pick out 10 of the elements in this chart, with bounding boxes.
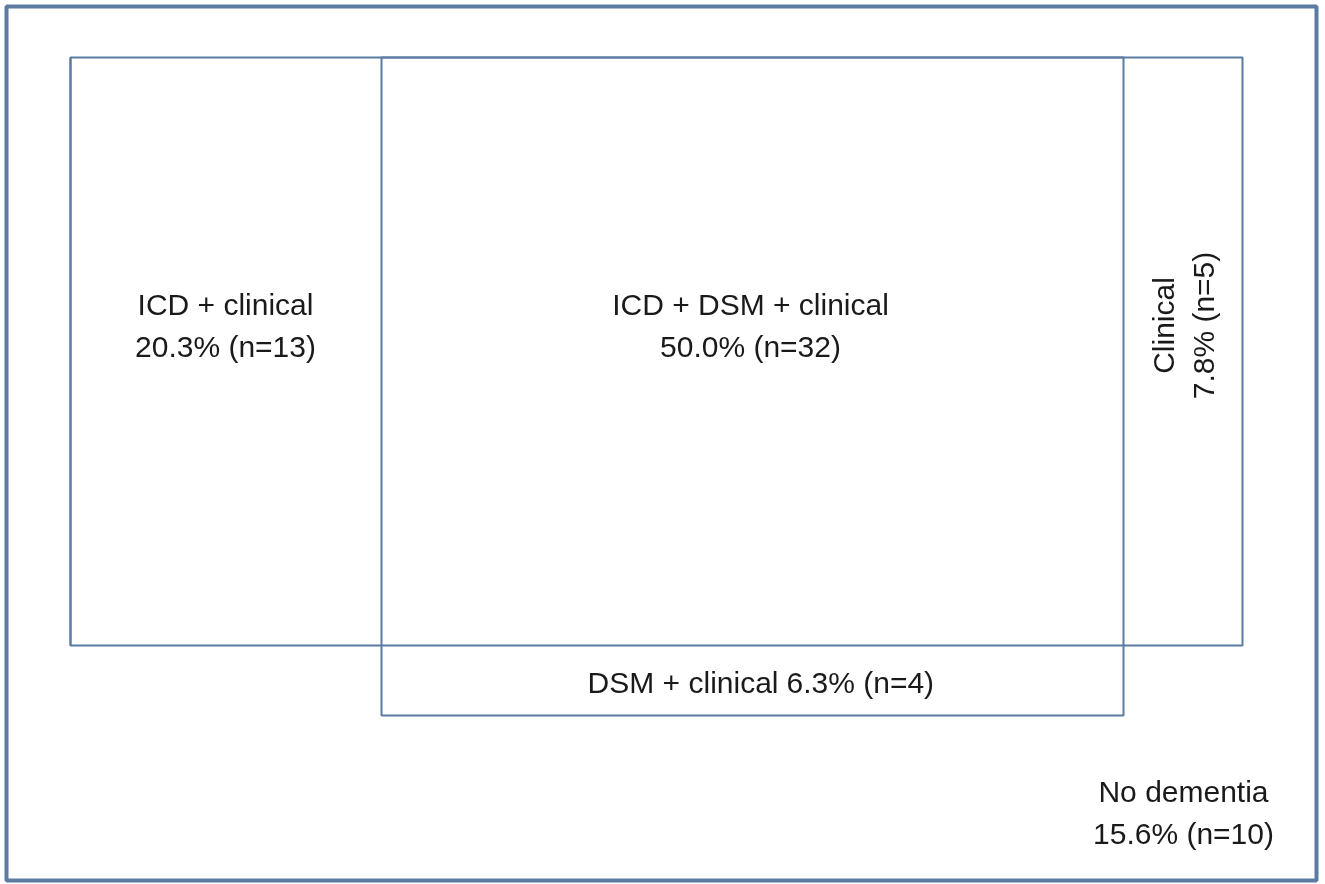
data-label: 6.3% (n=4) xyxy=(786,666,935,699)
data-label: 15.6% (n=10) xyxy=(1093,817,1274,850)
category-label: Clinical xyxy=(1147,277,1180,374)
data-label: 20.3% (n=13) xyxy=(135,330,316,363)
data-label: 7.8% (n=5) xyxy=(1187,251,1220,400)
data-label: 50.0% (n=32) xyxy=(660,330,841,363)
category-label: ICD + DSM + clinical xyxy=(612,288,889,321)
category-label: DSM + clinical xyxy=(587,666,779,699)
category-label: No dementia xyxy=(1098,775,1269,808)
category-label: ICD + clinical xyxy=(137,288,314,321)
